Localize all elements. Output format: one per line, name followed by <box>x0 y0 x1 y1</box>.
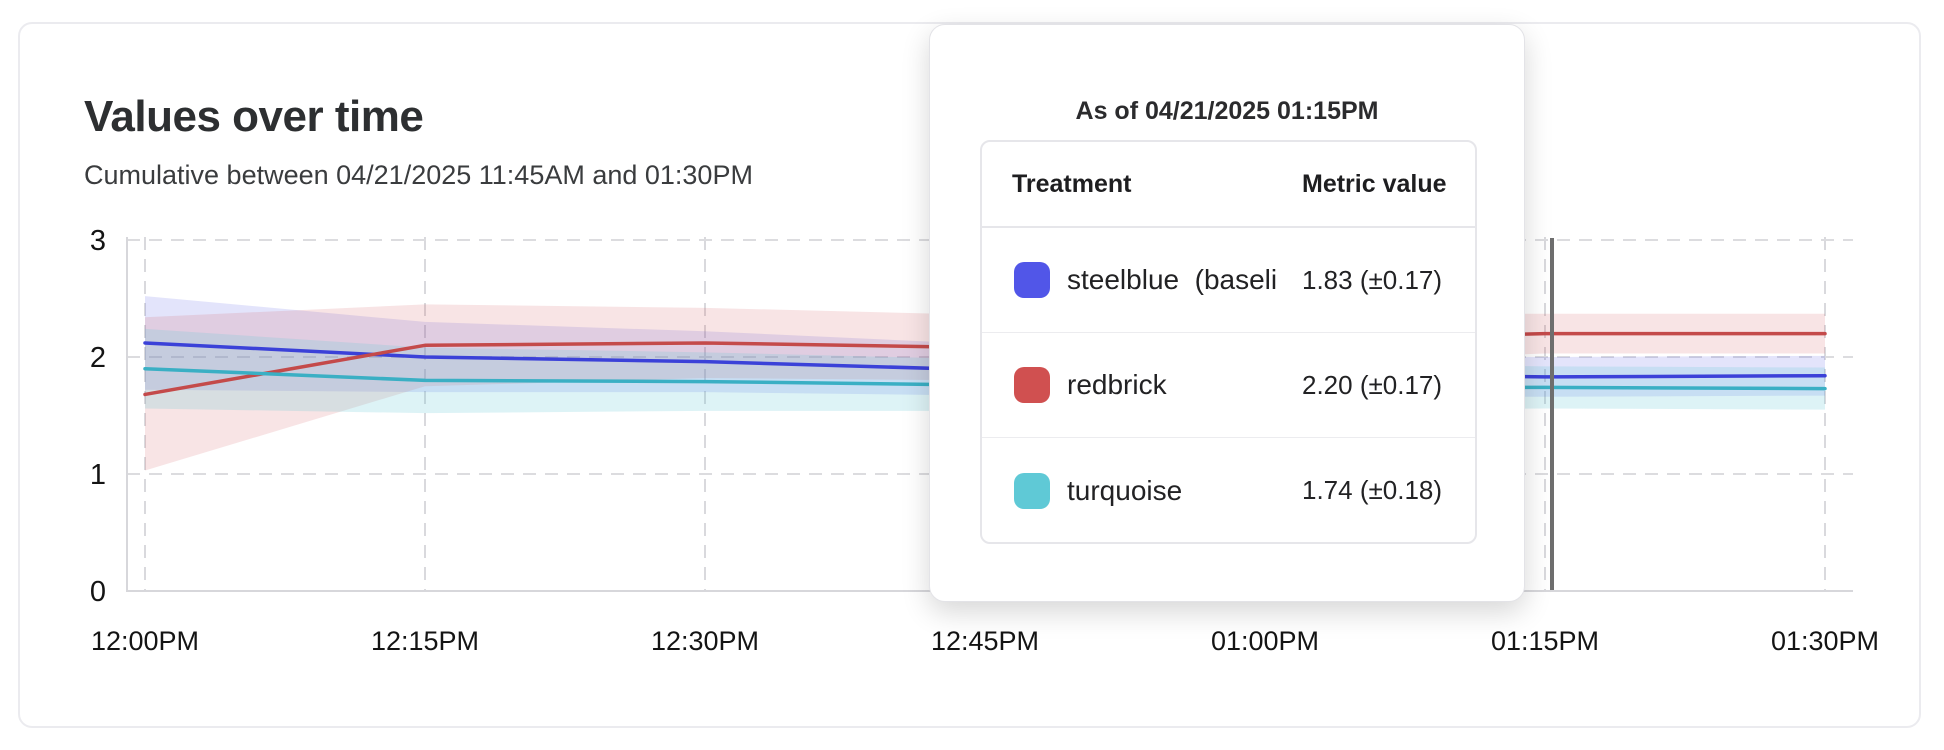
y-tick-label: 1 <box>90 459 106 491</box>
y-tick-label: 0 <box>90 576 106 608</box>
metric-value: 1.83 (±0.17) <box>1302 264 1443 295</box>
page-title: Values over time <box>84 92 424 141</box>
x-tick-label: 12:30PM <box>651 626 759 656</box>
tooltip-row-redbrick: redbrick 2.20 (±0.17) <box>982 333 1475 438</box>
x-tick-label: 01:15PM <box>1491 626 1599 656</box>
chart-tooltip: As of 04/21/2025 01:15PM Treatment Metri… <box>929 24 1525 602</box>
x-tick-label: 12:45PM <box>931 626 1039 656</box>
turquoise-color-swatch <box>1014 472 1050 509</box>
redbrick-color-swatch <box>1014 367 1050 403</box>
metric-value: 2.20 (±0.17) <box>1302 369 1443 400</box>
treatment-label: turquoise <box>1067 474 1183 506</box>
x-tick-label: 12:15PM <box>371 626 479 656</box>
y-tick-label: 2 <box>90 342 106 374</box>
tooltip-as-of-header: As of 04/21/2025 01:15PM <box>1075 97 1379 125</box>
steelblue-color-swatch <box>1014 262 1050 298</box>
x-tick-label: 01:00PM <box>1211 626 1319 656</box>
tooltip-table-header: Treatment Metric value <box>982 142 1475 228</box>
treatment-label: redbrick <box>1067 369 1167 400</box>
tooltip-table: Treatment Metric value steelblue (baseli… <box>980 140 1477 544</box>
page-subtitle: Cumulative between 04/21/2025 11:45AM an… <box>84 160 753 190</box>
tooltip-row-steelblue: steelblue (baseli 1.83 (±0.17) <box>982 228 1475 333</box>
column-header-treatment: Treatment <box>1012 169 1132 198</box>
treatment-label: steelblue (baseli <box>1067 264 1278 295</box>
y-tick-label: 3 <box>90 225 106 257</box>
column-header-metric-value: Metric value <box>1302 169 1447 198</box>
metric-value: 1.74 (±0.18) <box>1302 475 1443 505</box>
x-tick-label: 12:00PM <box>91 626 199 656</box>
x-tick-label: 01:30PM <box>1771 626 1879 656</box>
tooltip-row-turquoise: turquoise 1.74 (±0.18) <box>982 438 1475 542</box>
